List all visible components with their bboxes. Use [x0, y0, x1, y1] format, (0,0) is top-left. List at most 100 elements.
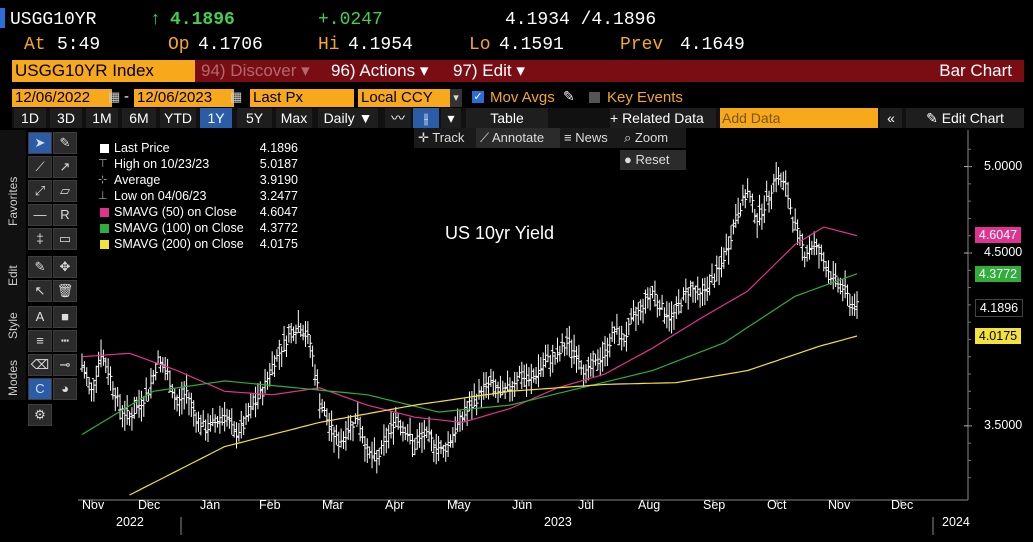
price-bar — [296, 310, 301, 333]
line-chart-icon[interactable]: 〰 — [385, 108, 411, 128]
table-button[interactable]: Table — [466, 108, 548, 128]
related-data-button[interactable]: + Related Data — [610, 108, 716, 128]
collapse-left-icon[interactable]: « — [880, 108, 902, 128]
range-button-3d[interactable]: 3D — [50, 108, 82, 128]
x-tick-label: Feb — [259, 498, 281, 512]
price-bar — [776, 166, 781, 186]
range-button-1y[interactable]: 1Y — [200, 108, 232, 128]
x-tick-label: Oct — [767, 498, 787, 512]
price-bar — [405, 424, 410, 442]
chevron-down-icon[interactable]: ▾ — [450, 89, 462, 107]
legend-row[interactable]: Last Price 4.1896 — [88, 140, 302, 156]
price-bar — [201, 410, 206, 428]
annotate-button[interactable]: ⟋ Annotate — [476, 128, 562, 148]
pen-tool-icon[interactable]: ✎ — [28, 256, 52, 278]
range-button-max[interactable]: Max — [276, 108, 312, 128]
legend-row[interactable]: ⊤ High on 10/23/23 5.0187 — [88, 156, 302, 172]
legend-row[interactable]: ⊥ Low on 04/06/23 3.2477 — [88, 188, 302, 204]
price-bar — [759, 203, 764, 230]
calendar-icon[interactable]: ▦ — [230, 89, 243, 104]
key-events-label[interactable]: Key Events — [607, 89, 683, 106]
range-button-ytd[interactable]: YTD — [160, 108, 196, 128]
discover-label: 94) Discover — [201, 61, 297, 80]
pencil-icon[interactable]: ✎ — [563, 88, 575, 104]
price-bar — [113, 387, 118, 412]
annotate-tool-icon[interactable]: ✎ — [53, 132, 77, 154]
gear-icon[interactable]: ⚙ — [28, 404, 52, 426]
palette-icon[interactable]: ◕ — [53, 378, 77, 400]
reset-button[interactable]: ● Reset — [620, 150, 686, 170]
add-data-input[interactable]: Add Data — [720, 108, 878, 128]
legend-row[interactable]: SMAVG (200) on Close 4.0175 — [88, 236, 302, 252]
trend-tool-icon[interactable]: ⤢ — [28, 180, 52, 202]
track-button[interactable]: ✛ Track — [414, 128, 480, 148]
price-bar — [598, 347, 603, 377]
start-date-input[interactable]: 12/06/2022 — [12, 89, 112, 107]
news-button[interactable]: ≡ News — [560, 128, 622, 148]
legend-row[interactable]: SMAVG (50) on Close 4.6047 — [88, 204, 302, 220]
calendar-icon[interactable]: ▦ — [108, 89, 121, 104]
key-events-checkbox[interactable] — [589, 92, 600, 103]
line-weight-icon[interactable]: ≡ — [28, 330, 52, 352]
end-date-input[interactable]: 12/06/2023 — [134, 89, 234, 107]
chart-annotation[interactable]: US 10yr Yield — [445, 223, 555, 243]
price-bar — [809, 240, 814, 255]
price-bar — [493, 379, 498, 398]
font-icon[interactable]: A — [28, 306, 52, 328]
edit-menu[interactable]: 97) Edit ▾ — [450, 60, 537, 82]
legend-row[interactable]: ⊹ Average 3.9190 — [88, 172, 302, 188]
security-index-field[interactable]: USGG10YR Index — [12, 60, 195, 82]
mov-avgs-label[interactable]: Mov Avgs — [490, 89, 555, 106]
price-bar — [381, 424, 386, 456]
ray-tool-icon[interactable]: ↗ — [53, 156, 77, 178]
legend-row[interactable]: SMAVG (100) on Close 4.3772 — [88, 220, 302, 236]
legend-swatch — [100, 208, 109, 217]
price-bar — [134, 396, 139, 414]
price-bar — [351, 421, 356, 442]
pointer-icon[interactable]: ➤ — [28, 132, 52, 154]
fib-tool-icon[interactable]: ‡ — [28, 228, 52, 250]
reset-label: Reset — [635, 152, 670, 167]
tab-favorites[interactable]: Favorites — [6, 176, 20, 226]
price-bar — [358, 416, 363, 442]
zoom-button[interactable]: ⌕ Zoom — [620, 128, 686, 148]
legend-label: SMAVG (100) on Close — [114, 221, 244, 235]
eraser-icon[interactable]: ⌫ — [28, 354, 52, 376]
chevron-down-icon[interactable]: ▾ — [441, 108, 461, 128]
price-bar — [453, 416, 458, 443]
price-chart[interactable] — [78, 130, 1032, 542]
sma50-line — [81, 226, 858, 424]
range-button-5y[interactable]: 5Y — [237, 108, 272, 128]
tab-style[interactable]: Style — [6, 312, 20, 340]
line-tool-icon[interactable]: ⟋ — [28, 156, 52, 178]
crosshair-mode-icon[interactable]: C — [28, 378, 52, 400]
range-button-1m[interactable]: 1M — [86, 108, 118, 128]
move-tool-icon[interactable]: ✥ — [53, 256, 77, 278]
rectangle-tool-icon[interactable]: ▭ — [53, 228, 77, 250]
tab-modes[interactable]: Modes — [6, 359, 20, 397]
edit-chart-button[interactable]: ✎ Edit Chart — [906, 108, 1024, 128]
text-tool-icon[interactable]: R — [53, 204, 77, 226]
range-button-1d[interactable]: 1D — [14, 108, 46, 128]
field-select[interactable]: Last Px — [250, 89, 354, 107]
mov-avgs-checkbox[interactable]: ✓ — [472, 91, 484, 103]
price-bar — [346, 415, 351, 441]
price-bar — [213, 414, 218, 433]
actions-menu[interactable]: 96) Actions ▾ — [328, 60, 449, 82]
period-select[interactable]: Daily ▼ — [318, 108, 378, 128]
range-button-6m[interactable]: 6M — [122, 108, 156, 128]
magnet-icon[interactable]: ⊸ — [53, 354, 77, 376]
discover-menu[interactable]: 94) Discover ▾ — [198, 60, 325, 82]
select-tool-icon[interactable]: ↖ — [28, 280, 52, 302]
price-bar — [496, 381, 501, 403]
fill-icon[interactable]: ■ — [53, 306, 77, 328]
tab-edit[interactable]: Edit — [6, 265, 20, 287]
trash-icon[interactable]: 🗑 — [53, 280, 77, 302]
horizontal-line-icon[interactable]: — — [28, 204, 52, 226]
bar-chart-icon[interactable]: ⫲ — [413, 108, 439, 128]
channel-tool-icon[interactable]: ▱ — [53, 180, 77, 202]
price-tag: 4.6047 — [975, 226, 1021, 243]
line-style-icon[interactable]: ┅ — [53, 330, 77, 352]
price-bar — [769, 185, 774, 210]
currency-select[interactable]: Local CCY — [358, 89, 454, 107]
